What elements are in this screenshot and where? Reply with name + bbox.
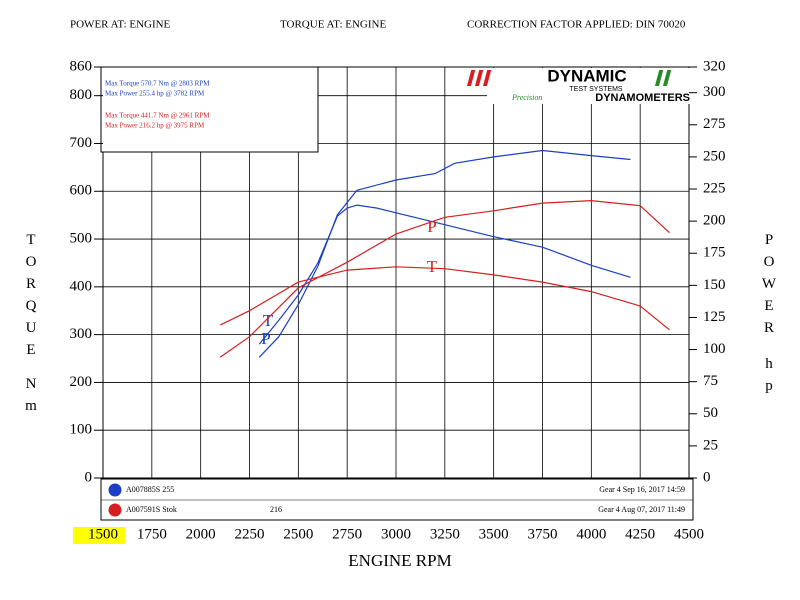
x-tick-label: 2000 xyxy=(186,526,216,542)
y-tick-label: 700 xyxy=(70,135,93,151)
y2-tick-label: 250 xyxy=(703,148,726,164)
x-tick-label: 3500 xyxy=(479,526,509,542)
logo-stripe xyxy=(474,70,484,86)
y-tick-label: 860 xyxy=(70,58,93,74)
header-text: TORQUE AT: ENGINE xyxy=(280,19,386,31)
x-tick-label: 4500 xyxy=(674,526,704,542)
summary-text: Max Power 216.2 hp @ 3975 RPM xyxy=(105,122,205,130)
y2-tick-label: 25 xyxy=(703,437,718,453)
run-marker xyxy=(108,483,122,497)
y-tick-label: 0 xyxy=(85,469,93,485)
y2-axis-label: POWER xyxy=(761,232,777,342)
y-tick-label: 400 xyxy=(70,278,93,294)
y2-tick-label: 320 xyxy=(703,58,726,74)
y-tick-label: 800 xyxy=(70,87,93,103)
run-note: 216 xyxy=(270,505,282,514)
logo-sub: TEST SYSTEMS xyxy=(569,86,622,93)
plot-frame xyxy=(102,66,690,479)
y-axis-label: TORQUE xyxy=(23,232,39,364)
run-info: Gear 4 Aug 07, 2017 11:49 xyxy=(598,505,685,514)
series-line xyxy=(219,199,670,358)
series-line xyxy=(258,149,631,358)
summary-text: Max Power 255.4 hp @ 3782 RPM xyxy=(105,90,205,98)
series-label: T xyxy=(263,311,274,330)
series-line xyxy=(219,266,670,331)
run-info: Gear 4 Sep 16, 2017 14:59 xyxy=(599,485,685,494)
x-axis-label: ENGINE RPM xyxy=(348,551,451,570)
y2-tick-label: 0 xyxy=(703,469,711,485)
y2-tick-label: 75 xyxy=(703,373,718,389)
run-marker xyxy=(108,503,122,517)
series-label: P xyxy=(261,329,270,348)
logo: DYNAMIC TEST SYSTEMS Precision DYNAMOMET… xyxy=(466,66,692,104)
x-tick-label: 2250 xyxy=(235,526,265,542)
x-tick-label: 3250 xyxy=(430,526,460,542)
y-tick-label: 300 xyxy=(70,326,93,342)
x-tick-label: 4250 xyxy=(625,526,655,542)
y2-axis-unit: hp xyxy=(761,356,777,400)
y2-tick-label: 125 xyxy=(703,309,726,325)
summary-box: Max Torque 570.7 Nm @ 2803 RPM Max Power … xyxy=(100,66,319,153)
y2-tick-label: 175 xyxy=(703,245,726,261)
y2-tick-label: 225 xyxy=(703,180,726,196)
y-tick-label: 200 xyxy=(70,374,93,390)
y2-tick-label: 200 xyxy=(703,213,726,229)
logo-stripe xyxy=(654,70,664,86)
run-legend-frame xyxy=(100,478,694,521)
y2-tick-label: 300 xyxy=(703,84,726,100)
series-label: P xyxy=(427,217,436,236)
run-name: A007885S 255 xyxy=(126,485,174,494)
y-tick-label: 100 xyxy=(70,422,93,438)
header-text: POWER AT: ENGINE xyxy=(70,19,171,31)
summary-frame xyxy=(100,66,319,153)
y2-tick-label: 50 xyxy=(703,405,718,421)
logo-tag: DYNAMOMETERS xyxy=(595,92,690,104)
x-tick-label: 4000 xyxy=(576,526,606,542)
x-tick-label: 2500 xyxy=(283,526,313,542)
series-label: T xyxy=(427,257,438,276)
x-tick-label: 3000 xyxy=(381,526,411,542)
y-axis-unit: Nm xyxy=(23,376,39,420)
logo-stripe xyxy=(482,70,492,86)
logo-script: Precision xyxy=(511,93,542,102)
x-tick-label: 3750 xyxy=(528,526,558,542)
run-name: A007591S Stok xyxy=(126,505,177,514)
y2-tick-label: 275 xyxy=(703,116,726,132)
x-tick-label: 2750 xyxy=(332,526,362,542)
highlight xyxy=(73,527,125,544)
header-text: CORRECTION FACTOR APPLIED: DIN 70020 xyxy=(467,19,686,31)
summary-text: Max Torque 570.7 Nm @ 2803 RPM xyxy=(105,80,210,88)
logo-stripe xyxy=(466,70,476,86)
summary-text: Max Torque 441.7 Nm @ 2961 RPM xyxy=(105,112,210,120)
logo-stripe xyxy=(662,70,672,86)
y2-tick-label: 100 xyxy=(703,341,726,357)
y-tick-label: 500 xyxy=(70,230,93,246)
y-tick-label: 600 xyxy=(70,183,93,199)
logo-name: DYNAMIC xyxy=(547,66,626,85)
run-legend: A007885S 255 Gear 4 Sep 16, 2017 14:59 A00… xyxy=(100,478,694,521)
x-tick-label: 1750 xyxy=(137,526,167,542)
y2-tick-label: 150 xyxy=(703,277,726,293)
series-line xyxy=(258,204,631,345)
x-tick-label: 1500 xyxy=(88,526,118,542)
